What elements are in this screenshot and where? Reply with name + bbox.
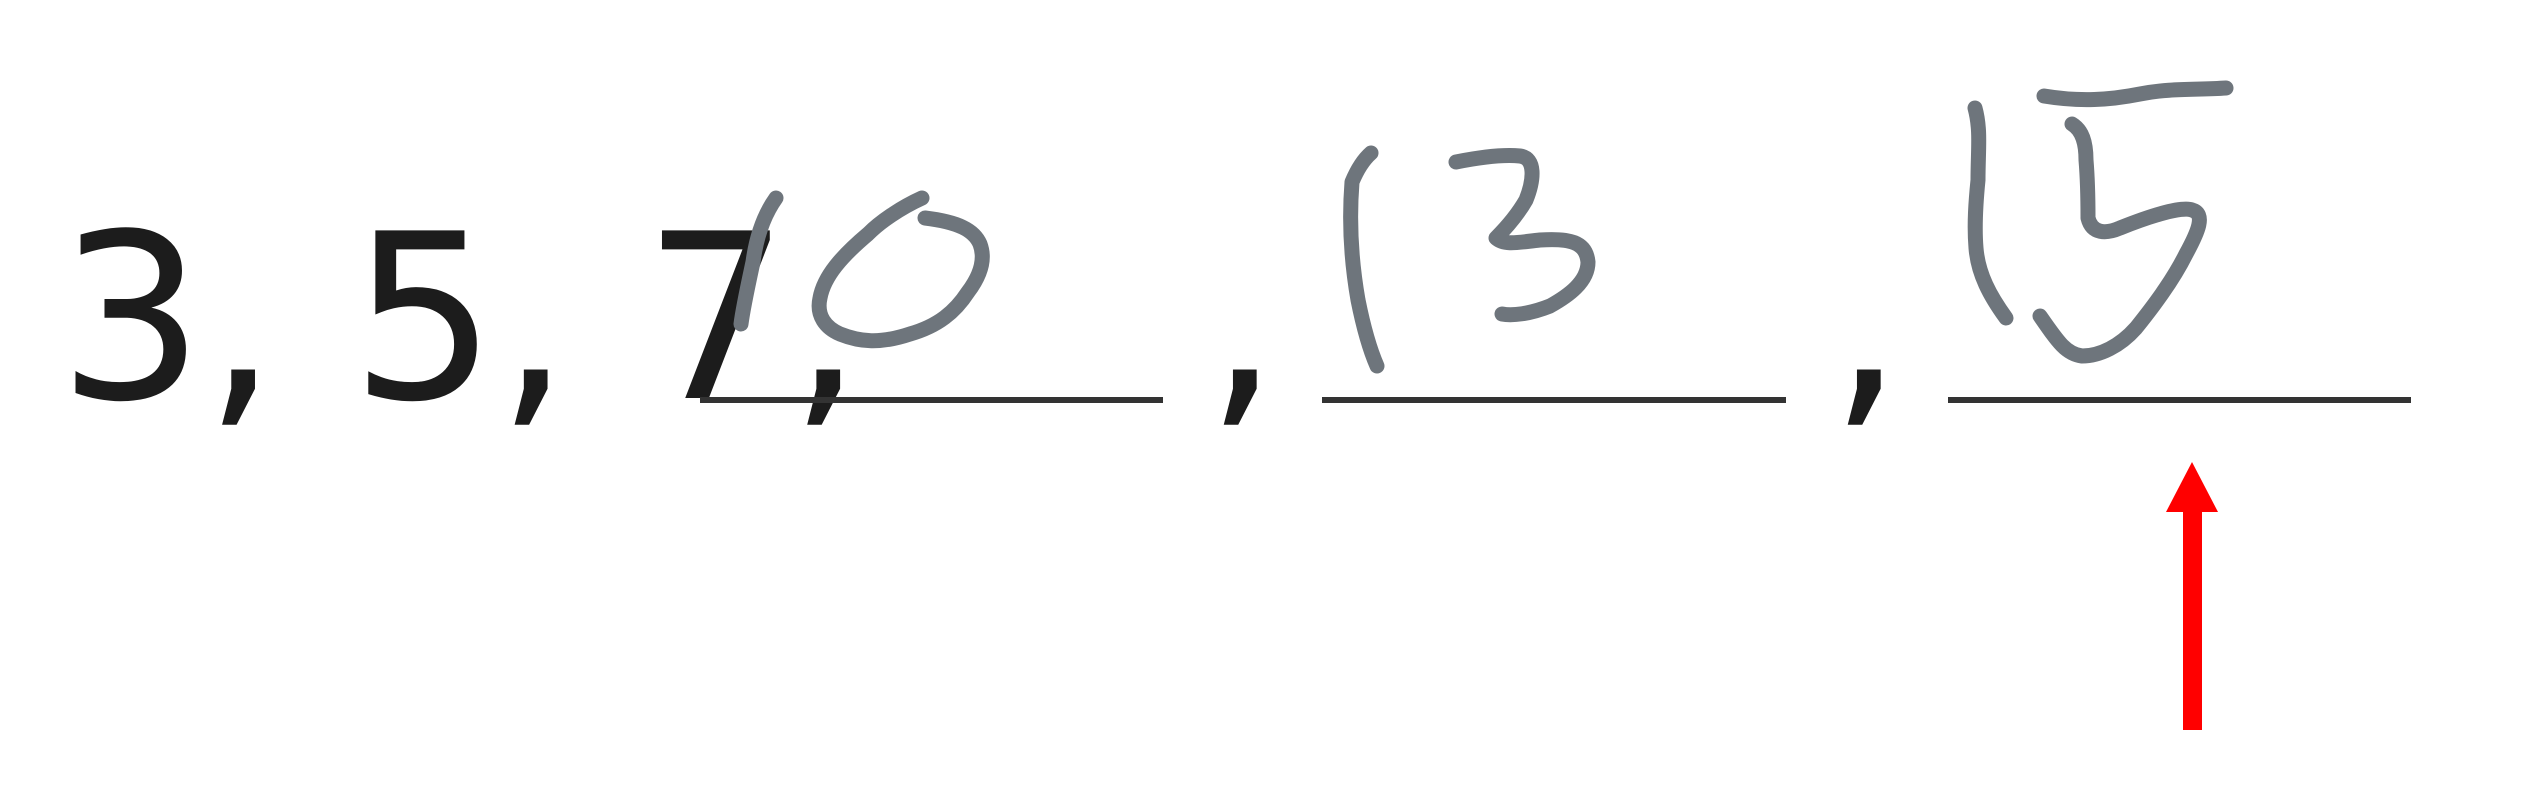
arrow-up-icon xyxy=(2166,462,2218,730)
separator-comma-2: , xyxy=(1830,186,1903,453)
answer-blank-2[interactable] xyxy=(1322,145,1786,403)
separator-comma-1: , xyxy=(1206,186,1279,453)
given-terms: 3, 5, 7, xyxy=(58,186,863,453)
answer-blank-1[interactable] xyxy=(700,190,1163,403)
handwritten-answer-13 xyxy=(1343,145,1596,374)
handwritten-answer-15 xyxy=(1967,80,2234,364)
answer-blank-3[interactable] xyxy=(1948,80,2411,403)
handwritten-answer-10 xyxy=(733,190,990,349)
